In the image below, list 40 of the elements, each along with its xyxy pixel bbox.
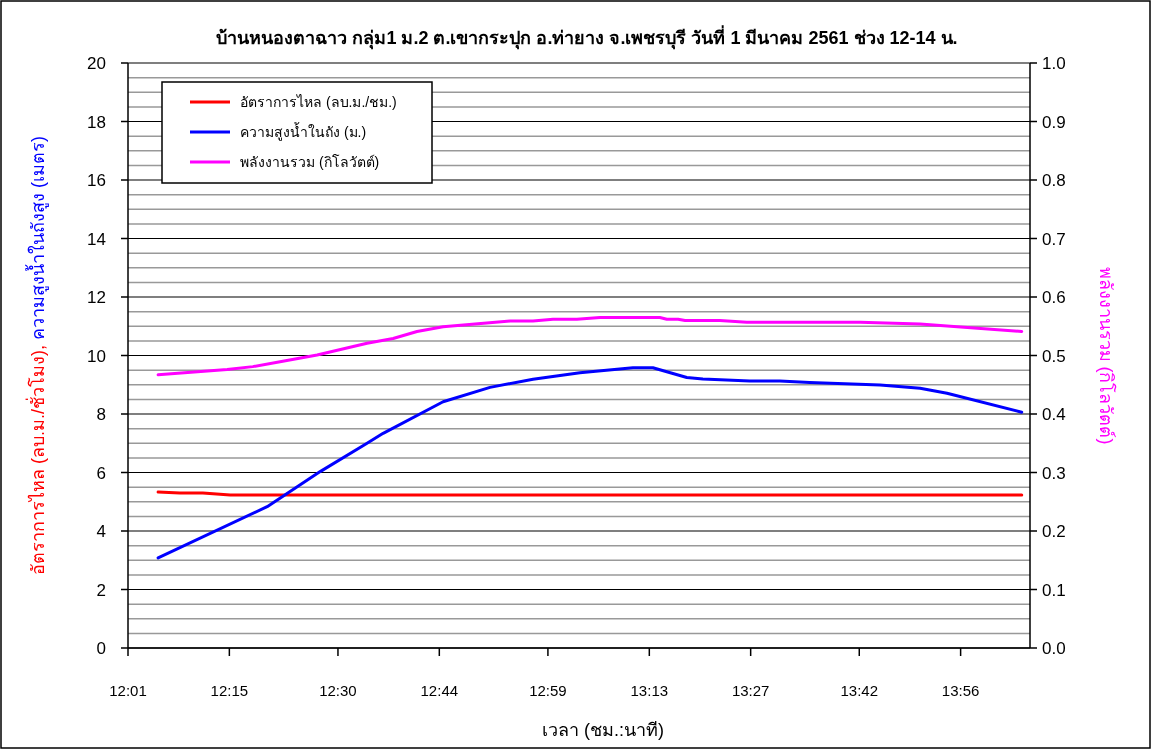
legend-label: อัตราการไหล (ลบ.ม./ชม.) (240, 94, 397, 110)
x-tick-label: 12:44 (420, 682, 459, 699)
y-tick-label: 10 (87, 346, 106, 366)
y-tick-label: 16 (87, 171, 106, 190)
x-axis-title: เวลา (ชม.:นาที) (542, 720, 664, 740)
y2-axis-title: พลังงานรวม (กิโลวัตต์) (1096, 266, 1117, 445)
chart-title: บ้านหนองตาฉาว กลุ่ม1 ม.2 ต.เขากระปุก อ.ท่ายาง จ.เพชรบุรี วันที่ 1 มีนาคม 2561 ช่วง 12-14 น. (216, 25, 958, 50)
y2-tick-label: 0.5 (1042, 346, 1066, 366)
y2-tick-label: 0.4 (1042, 405, 1066, 424)
y-tick-label: 20 (87, 54, 106, 73)
y-tick-label: 0 (96, 639, 106, 658)
x-tick-label: 12:15 (210, 682, 249, 699)
line-series (156, 315, 1024, 377)
y2-tick-label: 0.7 (1042, 229, 1066, 249)
y-tick-label: 14 (87, 229, 106, 249)
legend-label: พลังงานรวม (กิโลวัตต์) (240, 154, 380, 170)
y2-tick-label: 0.2 (1042, 522, 1066, 541)
y-tick-label: 6 (96, 463, 106, 483)
y2-tick-label: 0.6 (1042, 288, 1066, 307)
y2-tick-label: 0.9 (1042, 112, 1066, 132)
y-tick-label: 2 (96, 580, 106, 600)
y-tick-label: 4 (96, 522, 106, 541)
y2-tick-label: 0.8 (1042, 171, 1066, 190)
y2-tick-label: 0.3 (1042, 463, 1066, 483)
x-tick-label: 13:56 (941, 682, 980, 699)
x-tick-label: 12:59 (529, 682, 567, 699)
x-tick-label: 13:42 (840, 682, 879, 699)
legend-label: ความสูงน้ำในถัง (ม.) (240, 122, 367, 141)
y-tick-label: 8 (96, 405, 106, 424)
x-tick-label: 13:27 (731, 682, 770, 699)
x-tick-label: 12:30 (319, 682, 357, 699)
x-tick-label: 13:13 (630, 682, 669, 699)
y2-tick-label: 0.0 (1042, 639, 1066, 658)
x-tick-label: 12:01 (109, 682, 147, 699)
y-tick-label: 18 (87, 112, 106, 132)
y2-tick-label: 0.1 (1042, 580, 1066, 600)
y-axis-title: อัตราการไหล (ลบ.ม./ชั่วโมง), ความสูงน้ำในถังสูง (เมตร) (25, 136, 49, 575)
line-series (156, 366, 1024, 560)
y2-tick-label: 1.0 (1042, 54, 1066, 73)
y-tick-label: 12 (87, 288, 106, 307)
